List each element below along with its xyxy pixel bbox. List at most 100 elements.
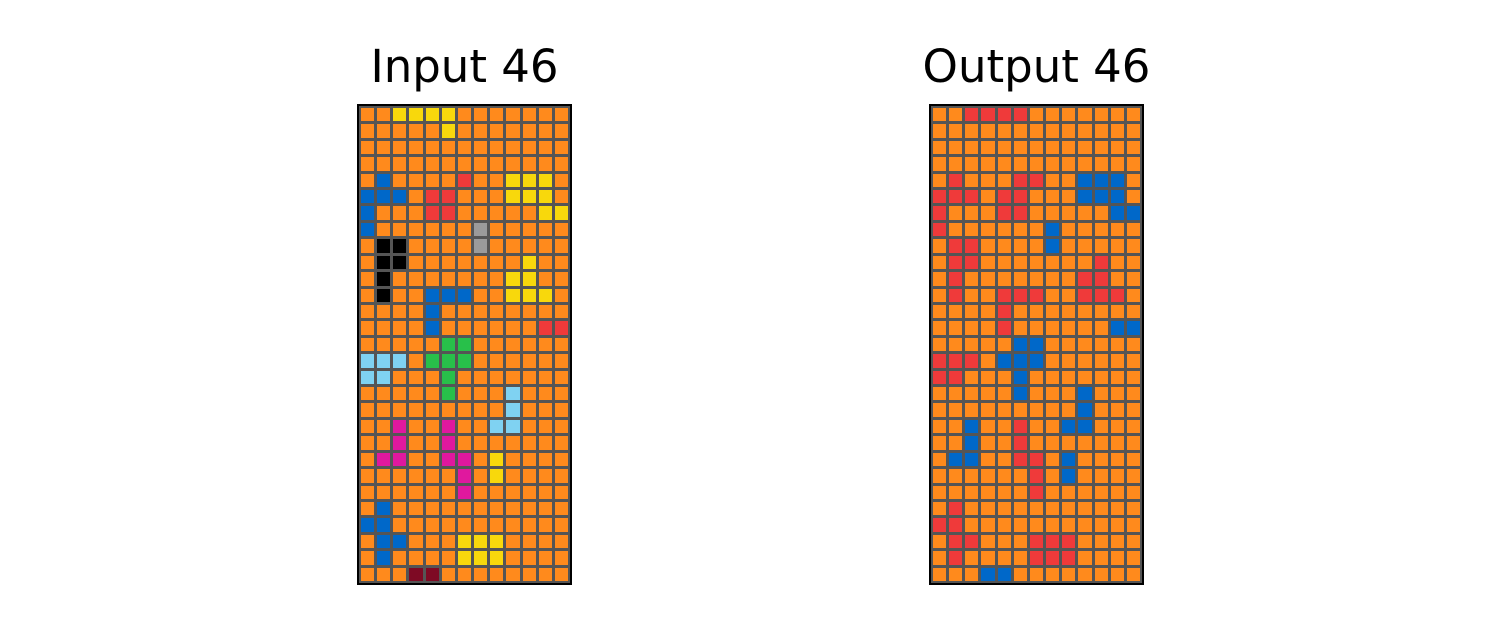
grid-cell xyxy=(522,354,536,368)
grid-cell xyxy=(1062,501,1076,516)
grid-cell xyxy=(981,337,995,352)
grid-cell xyxy=(1078,354,1092,368)
grid-cell xyxy=(1078,567,1092,581)
grid-cell xyxy=(538,157,552,171)
grid-cell xyxy=(377,173,391,188)
grid-cell xyxy=(425,452,439,467)
grid-cell xyxy=(457,436,472,450)
grid-cell xyxy=(377,403,391,417)
grid-cell xyxy=(997,518,1011,532)
grid-cell xyxy=(474,403,488,417)
grid-cell xyxy=(1046,419,1060,434)
grid-cell xyxy=(441,551,455,565)
grid-cell xyxy=(1110,436,1124,450)
grid-cell xyxy=(409,206,423,220)
grid-cell xyxy=(361,436,375,450)
grid-cell xyxy=(457,452,472,467)
grid-cell xyxy=(377,206,391,220)
grid-cell xyxy=(554,124,568,138)
grid-cell xyxy=(1062,370,1076,385)
grid-cell xyxy=(554,255,568,270)
grid-cell xyxy=(997,419,1011,434)
grid-cell xyxy=(457,534,472,549)
grid-cell xyxy=(361,354,375,368)
grid-cell xyxy=(522,518,536,532)
grid-cell xyxy=(506,501,520,516)
grid-cell xyxy=(1013,239,1027,253)
grid-cell xyxy=(1078,436,1092,450)
grid-cell xyxy=(1094,222,1108,237)
grid-cell xyxy=(1126,419,1140,434)
grid-cell xyxy=(377,157,391,171)
grid-cell xyxy=(490,304,504,319)
grid-cell xyxy=(538,534,552,549)
grid-cell xyxy=(965,419,979,434)
grid-cell xyxy=(1110,419,1124,434)
grid-cell xyxy=(949,304,963,319)
grid-cell xyxy=(377,501,391,516)
grid-cell xyxy=(981,190,995,204)
grid-cell xyxy=(949,190,963,204)
grid-cell xyxy=(1013,337,1027,352)
grid-cell xyxy=(1046,140,1060,155)
grid-cell xyxy=(474,108,488,122)
grid-cell xyxy=(1029,255,1044,270)
grid-cell xyxy=(441,206,455,220)
grid-cell xyxy=(997,321,1011,335)
grid-cell xyxy=(981,304,995,319)
grid-cell xyxy=(490,387,504,401)
grid-cell xyxy=(997,387,1011,401)
grid-cell xyxy=(425,173,439,188)
grid-cell xyxy=(1110,190,1124,204)
grid-cell xyxy=(1126,255,1140,270)
grid-cell xyxy=(490,419,504,434)
grid-cell xyxy=(474,567,488,581)
grid-cell xyxy=(1110,157,1124,171)
grid-cell xyxy=(506,108,520,122)
grid-cell xyxy=(361,190,375,204)
grid-cell xyxy=(490,206,504,220)
grid-cell xyxy=(377,469,391,483)
grid-cell xyxy=(933,469,947,483)
grid-cell xyxy=(441,436,455,450)
grid-cell xyxy=(1078,124,1092,138)
grid-cell xyxy=(997,551,1011,565)
grid-cell xyxy=(1126,239,1140,253)
grid-cell xyxy=(393,534,407,549)
grid-cell xyxy=(1046,370,1060,385)
grid-cell xyxy=(933,354,947,368)
grid-cell xyxy=(441,370,455,385)
grid-cell xyxy=(1029,124,1044,138)
grid-cell xyxy=(1094,403,1108,417)
grid-cell xyxy=(554,108,568,122)
grid-cell xyxy=(1078,551,1092,565)
grid-cell xyxy=(949,518,963,532)
grid-cell xyxy=(933,206,947,220)
grid-cell xyxy=(1126,485,1140,499)
grid-cell xyxy=(1110,452,1124,467)
grid-cell xyxy=(981,419,995,434)
grid-cell xyxy=(393,485,407,499)
grid-cell xyxy=(425,288,439,302)
grid-cell xyxy=(441,337,455,352)
grid-cell xyxy=(981,518,995,532)
grid-cell xyxy=(1110,173,1124,188)
grid-cell xyxy=(393,403,407,417)
grid-cell xyxy=(1029,501,1044,516)
grid-cell xyxy=(490,255,504,270)
grid-cell xyxy=(506,567,520,581)
grid-cell xyxy=(409,403,423,417)
grid-cell xyxy=(409,354,423,368)
grid-cell xyxy=(457,501,472,516)
grid-cell xyxy=(377,518,391,532)
grid-cell xyxy=(1029,272,1044,286)
grid-cell xyxy=(965,124,979,138)
grid-cell xyxy=(457,354,472,368)
grid-cell xyxy=(1046,108,1060,122)
grid-cell xyxy=(981,436,995,450)
grid-cell xyxy=(965,501,979,516)
grid-cell xyxy=(393,239,407,253)
grid-cell xyxy=(1126,567,1140,581)
grid-cell xyxy=(474,124,488,138)
grid-cell xyxy=(933,124,947,138)
